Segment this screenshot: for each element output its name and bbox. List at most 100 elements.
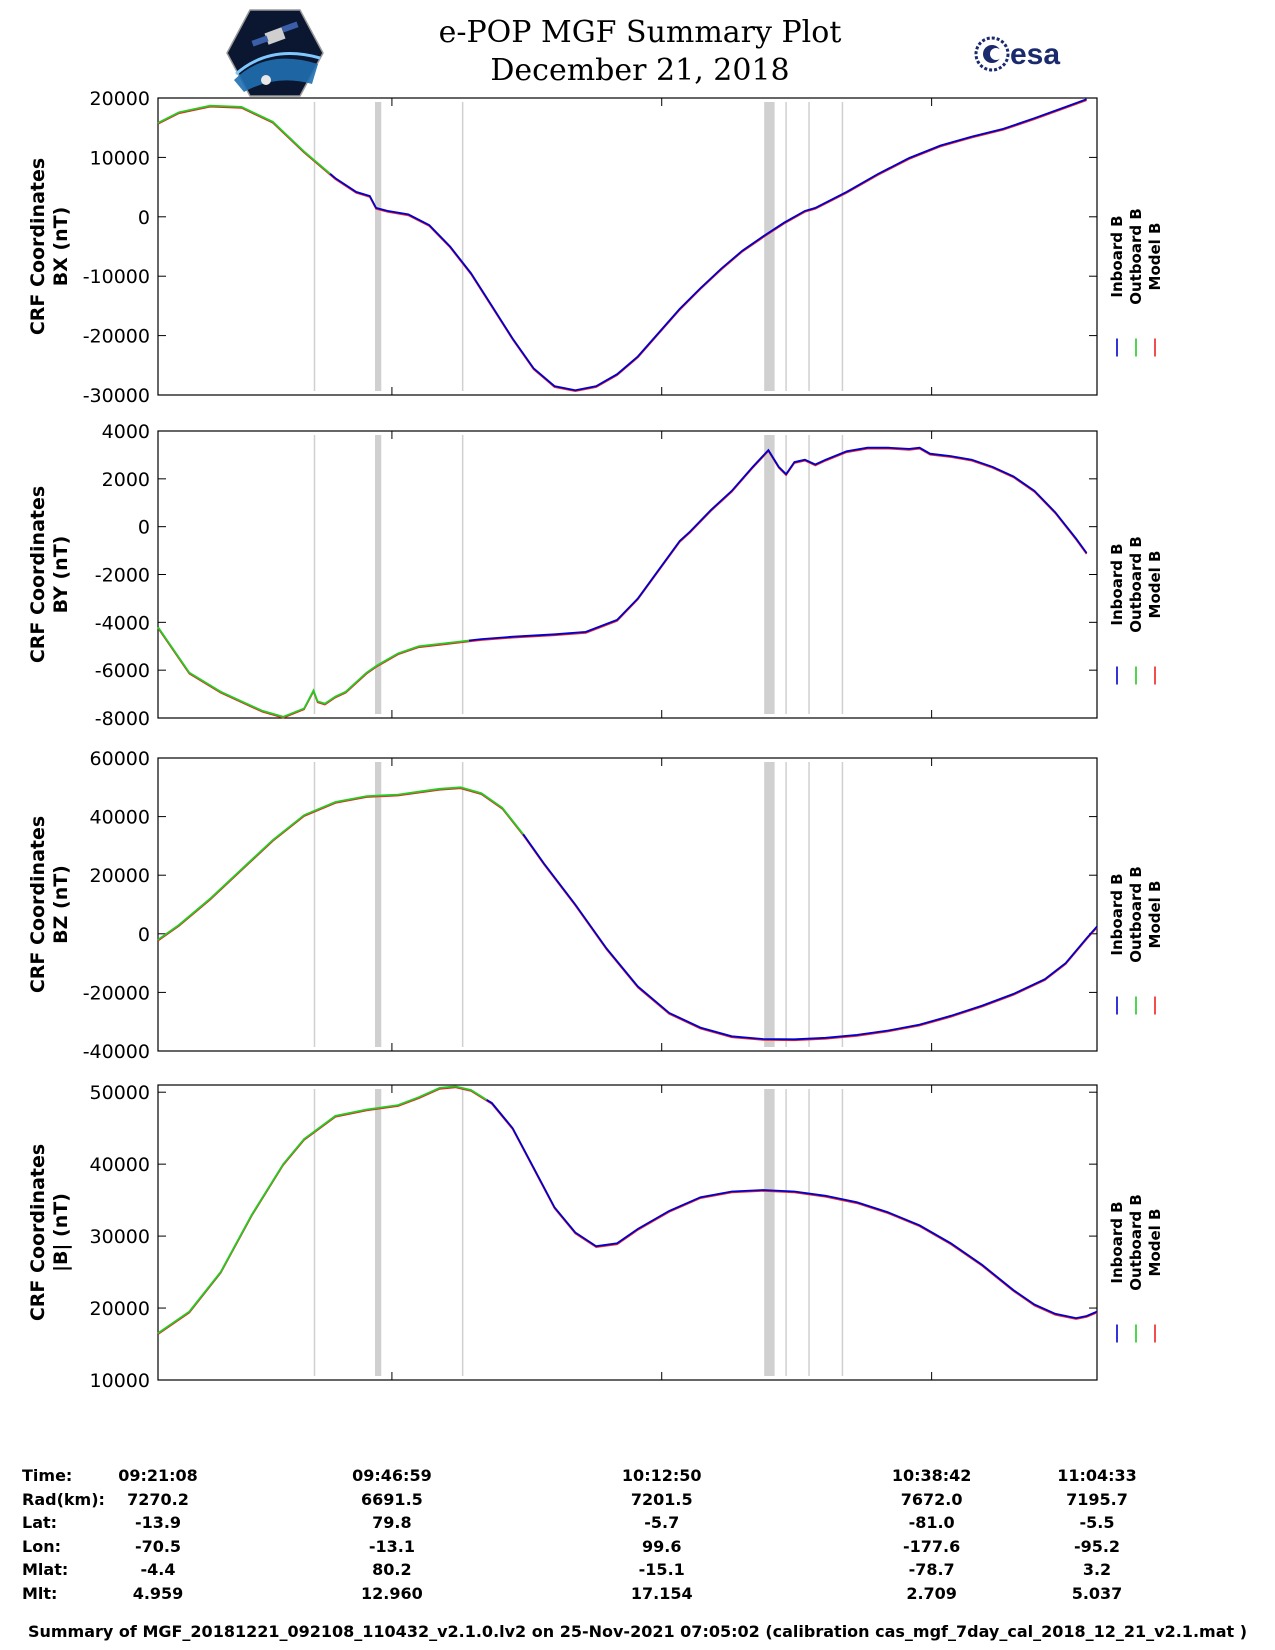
y-tick-label: -40000 xyxy=(83,1041,150,1063)
y-tick-label: -20000 xyxy=(83,326,150,348)
plot-title: e-POP MGF Summary Plot December 21, 2018 xyxy=(380,14,900,90)
info-row-label: Time: xyxy=(22,1466,73,1485)
y-tick-label: 50000 xyxy=(90,1082,150,1104)
info-row: Rad(km): 7270.2 6691.5 7201.5 7672.0 7195.7 xyxy=(0,1490,1275,1514)
y-tick-label: -4000 xyxy=(95,612,150,634)
info-row-label: Mlat: xyxy=(22,1560,69,1579)
info-cell: -13.9 xyxy=(134,1513,182,1532)
y-tick-label: -6000 xyxy=(95,660,150,682)
data-gap-band xyxy=(375,102,382,391)
info-cell: -78.7 xyxy=(908,1560,955,1579)
y-tick-label: 40000 xyxy=(90,1154,150,1176)
y-axis-label-line1: CRF Coordinates xyxy=(27,158,49,335)
y-tick-label: 20000 xyxy=(90,88,150,110)
y-tick-label: -10000 xyxy=(83,266,150,288)
y-axis-label: CRF CoordinatesBX (nT) xyxy=(27,158,72,335)
info-cell: 6691.5 xyxy=(361,1489,423,1509)
series-inboard-b xyxy=(522,833,1098,1041)
plot-title-line1: e-POP MGF Summary Plot xyxy=(438,15,842,50)
data-gap-band xyxy=(764,1089,775,1376)
y-axis-label-line2: BY (nT) xyxy=(50,536,72,614)
info-cell: -13.1 xyxy=(368,1536,415,1556)
legend-label: Model B xyxy=(1146,551,1164,619)
legend-label: Model B xyxy=(1146,223,1164,291)
info-cell: 99.6 xyxy=(641,1536,682,1556)
orbit-info-table: Time: 09:21:08 09:46:59 10:12:50 10:38:42 11:… xyxy=(0,1466,1275,1616)
y-tick-label: 4000 xyxy=(102,421,150,443)
esa-logo: esa xyxy=(970,34,1090,74)
series-inboard-b xyxy=(486,1099,1098,1320)
legend-label: Outboard B xyxy=(1127,208,1145,305)
y-tick-label: 30000 xyxy=(90,1226,150,1248)
info-row: Lon: -70.5 -13.1 99.6 -177.6 -95.2 xyxy=(0,1537,1275,1561)
info-cell: 7195.7 xyxy=(1066,1489,1128,1509)
info-cell: -81.0 xyxy=(908,1513,955,1532)
info-cell: 7201.5 xyxy=(630,1489,693,1509)
y-tick-label: 10000 xyxy=(90,147,150,169)
chart-panel-1: 20000 10000 0 -10000 -20000 -30000 CRF Coordin… xyxy=(27,88,1164,407)
legend-label: Inboard B xyxy=(1108,215,1126,297)
legend-label: Inboard B xyxy=(1108,873,1126,955)
plot-frame xyxy=(157,430,1098,719)
info-cell: 10:12:50 xyxy=(621,1466,702,1485)
y-tick-label: 20000 xyxy=(90,1298,150,1320)
esa-emblem-icon xyxy=(974,36,1010,72)
legend-label: Inboard B xyxy=(1108,543,1126,625)
y-tick-label: -8000 xyxy=(95,708,150,730)
y-axis-label-line1: CRF Coordinates xyxy=(27,1144,49,1321)
y-tick-label: -20000 xyxy=(83,982,150,1004)
info-cell: 09:21:08 xyxy=(118,1466,198,1485)
series-model-b xyxy=(157,1086,1098,1335)
info-cell: -5.5 xyxy=(1079,1513,1115,1532)
series-outboard-b xyxy=(157,104,331,175)
info-cell: -15.1 xyxy=(638,1560,685,1579)
info-cell: 79.8 xyxy=(372,1513,412,1532)
data-gap-band xyxy=(375,762,382,1047)
data-gap-band xyxy=(375,435,382,714)
y-axis-label: CRF CoordinatesBY (nT) xyxy=(27,486,72,663)
legend-label: Inboard B xyxy=(1108,1201,1126,1283)
y-tick-label: 60000 xyxy=(90,748,150,770)
y-tick-label: 20000 xyxy=(90,865,150,887)
info-cell: -4.4 xyxy=(140,1560,176,1579)
y-tick-label: 10000 xyxy=(90,1370,150,1392)
plot-title-date: December 21, 2018 xyxy=(490,53,790,88)
legend-label: Outboard B xyxy=(1127,536,1145,633)
info-row-label: Mlt: xyxy=(22,1583,58,1603)
chart-panel-4: 50000 40000 30000 20000 10000 CRF Coordinates… xyxy=(27,1082,1164,1392)
data-gap-band xyxy=(764,762,775,1047)
y-tick-label: -30000 xyxy=(83,385,150,407)
chart-panel-3: 60000 40000 20000 0 -20000 -40000 CRF Coordina… xyxy=(27,748,1164,1063)
cassiope-mission-logo xyxy=(226,8,324,98)
plot-frame xyxy=(157,97,1098,396)
info-cell: -70.5 xyxy=(134,1536,182,1556)
info-cell: -5.7 xyxy=(644,1513,680,1532)
legend-label: Model B xyxy=(1146,881,1164,949)
y-axis-label-line2: BZ (nT) xyxy=(50,865,72,944)
y-axis-label-line2: |B| (nT) xyxy=(50,1193,72,1272)
series-model-b xyxy=(157,447,1088,719)
info-cell: 10:38:42 xyxy=(891,1466,972,1485)
info-cell: 11:04:33 xyxy=(1057,1466,1137,1485)
info-cell: 09:46:59 xyxy=(352,1466,432,1485)
y-tick-label: 2000 xyxy=(102,469,150,491)
data-gap-band xyxy=(764,102,775,391)
info-cell: 5.037 xyxy=(1071,1583,1123,1603)
y-tick-label: 40000 xyxy=(90,807,150,829)
legend-label: Outboard B xyxy=(1127,1194,1145,1291)
plot-frame xyxy=(157,1084,1098,1381)
y-tick-label: 0 xyxy=(138,517,150,539)
series-outboard-b xyxy=(157,786,524,941)
series-inboard-b xyxy=(329,98,1087,392)
series-outboard-b xyxy=(157,1085,488,1334)
data-gap-band xyxy=(764,435,775,714)
info-cell: 7672.0 xyxy=(900,1489,963,1509)
plot-frame xyxy=(157,757,1098,1052)
data-gap-band xyxy=(375,1089,382,1376)
info-cell: 4.959 xyxy=(132,1583,184,1603)
y-tick-label: 0 xyxy=(138,924,150,946)
chart-panel-2: 4000 2000 0 -2000 -4000 -6000 -8000 CRF Coordin… xyxy=(27,421,1164,730)
info-row: Lat: -13.9 79.8 -5.7 -81.0 -5.5 xyxy=(0,1513,1275,1537)
y-axis-label-line2: BX (nT) xyxy=(50,207,72,287)
